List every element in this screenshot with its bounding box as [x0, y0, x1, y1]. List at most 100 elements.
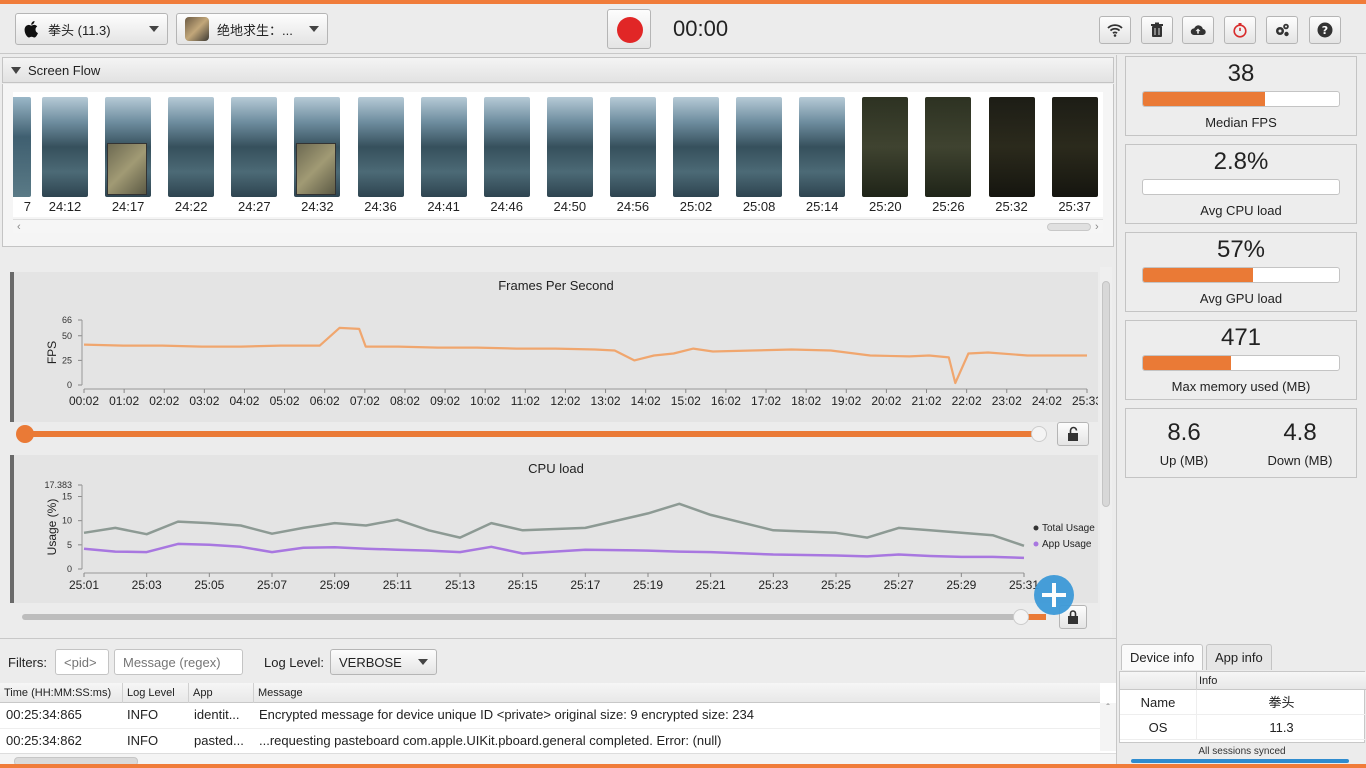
screenshot-thumbnail[interactable]: 24:36 — [357, 97, 404, 214]
screenshot-thumbnail[interactable]: 24:17 — [105, 97, 152, 214]
screenshot-thumbnail[interactable]: 25:26 — [925, 97, 972, 214]
screenshot-thumbnail[interactable]: 24:56 — [609, 97, 656, 214]
cpu-range-slider[interactable] — [14, 605, 1098, 631]
timer-button[interactable] — [1224, 16, 1256, 44]
screenshot-thumbnail[interactable]: 24:41 — [420, 97, 467, 214]
fps-range-slider[interactable] — [14, 422, 1098, 450]
avg-gpu-label: Avg GPU load — [1199, 291, 1283, 306]
screenshot-thumbnail[interactable]: 7 — [13, 97, 31, 214]
log-table: Time (HH:MM:SS:ms) Log Level App Message… — [0, 683, 1116, 768]
log-row[interactable]: 00:25:34:865 INFO identit... Encrypted m… — [0, 703, 1100, 727]
scroll-up-icon[interactable]: ˆ — [1106, 703, 1110, 714]
screenshot-thumbnail[interactable]: 24:46 — [483, 97, 530, 214]
app-name: 绝地求生：... — [217, 22, 293, 38]
x-tick-label: 25:01 — [69, 578, 99, 592]
tab-app-info[interactable]: App info — [1206, 644, 1272, 670]
screenshot-thumbnail[interactable]: 24:50 — [546, 97, 593, 214]
thumbnail-timestamp: 24:27 — [238, 199, 271, 214]
screenshot-thumbnail[interactable]: 24:12 — [42, 97, 88, 214]
log-level-select[interactable]: VERBOSE — [330, 649, 437, 675]
thumbnail-timestamp: 24:36 — [364, 199, 397, 214]
screenshot-thumbnail[interactable]: 24:22 — [168, 97, 215, 214]
screenshot-thumbnail[interactable]: 25:37 — [1051, 97, 1098, 214]
screenshot-thumbnail[interactable]: 25:02 — [673, 97, 719, 214]
plus-icon — [1042, 583, 1066, 607]
charts-scrollbar[interactable] — [1100, 267, 1112, 637]
x-tick-label: 18:02 — [791, 394, 821, 408]
log-level: INFO — [127, 707, 159, 722]
trash-icon — [1151, 22, 1163, 37]
avg-gpu-card: 57% Avg GPU load — [1125, 232, 1357, 312]
upload-button[interactable] — [1182, 16, 1214, 44]
device-info-pane: Device info App info Info Name 拳头 OS 11.… — [1116, 638, 1366, 768]
help-button[interactable]: ? — [1309, 16, 1341, 44]
screenshot-thumbnail[interactable]: 25:20 — [862, 97, 909, 214]
log-row[interactable]: 00:25:34:862 INFO pasted... ...requestin… — [0, 728, 1100, 752]
col-level[interactable]: Log Level — [123, 683, 189, 703]
thumbnail-timestamp: 24:17 — [111, 199, 145, 214]
chevron-down-icon — [309, 26, 319, 32]
median-fps-value: 38 — [1227, 60, 1255, 87]
cpu-range-selected — [1024, 614, 1046, 620]
legend-label: Total Usage — [1042, 523, 1095, 534]
y-tick-label: 66 — [62, 315, 72, 325]
charts-scrollbar-thumb[interactable] — [1102, 281, 1110, 507]
app-selector[interactable]: 绝地求生：... — [176, 13, 328, 45]
scroll-right-icon[interactable]: › — [1095, 221, 1099, 233]
fps-range-end-handle[interactable] — [1031, 426, 1047, 442]
screenshot-thumbnail[interactable]: 25:32 — [988, 97, 1035, 214]
pid-filter-input[interactable] — [55, 649, 109, 675]
x-tick-label: 01:02 — [109, 394, 139, 408]
log-vertical-scrollbar[interactable]: ˆ — [1100, 703, 1116, 751]
collapse-triangle-icon[interactable] — [11, 66, 21, 74]
x-tick-label: 16:02 — [711, 394, 741, 408]
map-overlay — [296, 143, 337, 195]
col-time[interactable]: Time (HH:MM:SS:ms) — [0, 683, 123, 703]
info-column-header: Info — [1196, 672, 1217, 690]
thumbnail-timestamp: 7 — [23, 199, 31, 214]
screenshot-thumbnail[interactable]: 25:14 — [799, 97, 846, 214]
wifi-button[interactable] — [1099, 16, 1131, 44]
screenshot-thumbnail[interactable]: 24:32 — [294, 97, 341, 214]
x-tick-label: 25:09 — [320, 578, 350, 592]
screenshot-strip[interactable]: 7 24:12 24:17 24:22 24:27 24:32 24:36 24:41 24:4… — [13, 92, 1103, 217]
screen-flow-scrollbar[interactable]: ‹ › — [13, 219, 1103, 233]
x-tick-label: 04:02 — [229, 394, 259, 408]
screenshot-thumbnail[interactable]: 24:27 — [231, 97, 278, 214]
screen-flow-header[interactable]: Screen Flow — [2, 57, 1114, 83]
col-message[interactable]: Message — [258, 687, 303, 699]
cpu-lock-button[interactable] — [1059, 605, 1087, 629]
fps-series-line — [83, 326, 1087, 385]
tab-device-info[interactable]: Device info — [1121, 644, 1204, 670]
add-button[interactable] — [1034, 575, 1074, 615]
x-tick-label: 20:02 — [871, 394, 901, 408]
chevron-down-icon — [149, 26, 159, 32]
max-memory-bar — [1142, 355, 1340, 371]
cpu-range-start-handle[interactable] — [1013, 609, 1029, 625]
fps-lock-button[interactable] — [1057, 422, 1089, 446]
x-tick-label: 10:02 — [470, 394, 500, 408]
x-tick-label: 25:29 — [946, 578, 976, 592]
fps-chart: FPS 66 50 25 0 00:02 01:02 02:02 03:02 04:02 05:02… — [45, 315, 1098, 408]
device-info-table: Info Name 拳头 OS 11.3 — [1119, 671, 1366, 743]
settings-button[interactable] — [1266, 16, 1298, 44]
x-tick-label: 08:02 — [390, 394, 420, 408]
device-selector[interactable]: 拳头 (11.3) — [15, 13, 168, 45]
x-tick-label: 25:25 — [821, 578, 851, 592]
scroll-left-icon[interactable]: ‹ — [17, 221, 21, 233]
col-app[interactable]: App — [189, 683, 254, 703]
message-filter-input[interactable] — [114, 649, 243, 675]
thumbnail-timestamp: 24:22 — [174, 199, 208, 214]
x-tick-label: 22:02 — [952, 394, 982, 408]
legend-label: App Usage — [1042, 539, 1092, 550]
thumbnail-image — [1051, 97, 1098, 197]
log-level: INFO — [127, 733, 159, 748]
scrollbar-thumb[interactable] — [1047, 223, 1091, 231]
total-usage-line — [83, 502, 1025, 547]
avg-gpu-bar — [1142, 267, 1340, 283]
delete-button[interactable] — [1141, 16, 1173, 44]
screenshot-thumbnail[interactable]: 25:08 — [736, 97, 783, 214]
record-button[interactable] — [607, 9, 651, 49]
fps-range-start-handle[interactable] — [16, 425, 34, 443]
left-pane: Screen Flow 7 24:12 24:17 24:22 24:27 24:32 24… — [0, 55, 1116, 638]
